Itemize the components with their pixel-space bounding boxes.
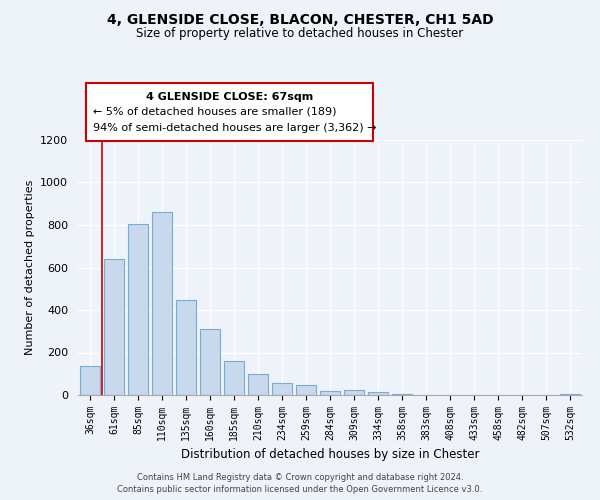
Bar [104,259,124,395]
Bar [344,390,364,395]
Bar [200,329,220,395]
X-axis label: Distribution of detached houses by size in Chester: Distribution of detached houses by size … [181,448,479,462]
Bar [296,386,316,395]
Bar [320,391,340,395]
Bar [392,394,412,395]
Bar [128,224,148,395]
Bar [272,384,292,395]
Bar [248,374,268,395]
Bar [176,300,196,395]
Text: Contains HM Land Registry data © Crown copyright and database right 2024.
Contai: Contains HM Land Registry data © Crown c… [118,472,482,494]
Text: 4 GLENSIDE CLOSE: 67sqm: 4 GLENSIDE CLOSE: 67sqm [146,92,313,102]
Bar [368,392,388,395]
Text: Size of property relative to detached houses in Chester: Size of property relative to detached ho… [136,28,464,40]
Y-axis label: Number of detached properties: Number of detached properties [25,180,35,355]
Bar [224,361,244,395]
Text: 4, GLENSIDE CLOSE, BLACON, CHESTER, CH1 5AD: 4, GLENSIDE CLOSE, BLACON, CHESTER, CH1 … [107,12,493,26]
Text: ← 5% of detached houses are smaller (189): ← 5% of detached houses are smaller (189… [93,107,337,117]
Bar [80,366,100,395]
Bar [152,212,172,395]
FancyBboxPatch shape [86,82,373,142]
Text: 94% of semi-detached houses are larger (3,362) →: 94% of semi-detached houses are larger (… [93,124,377,134]
Bar [560,394,580,395]
